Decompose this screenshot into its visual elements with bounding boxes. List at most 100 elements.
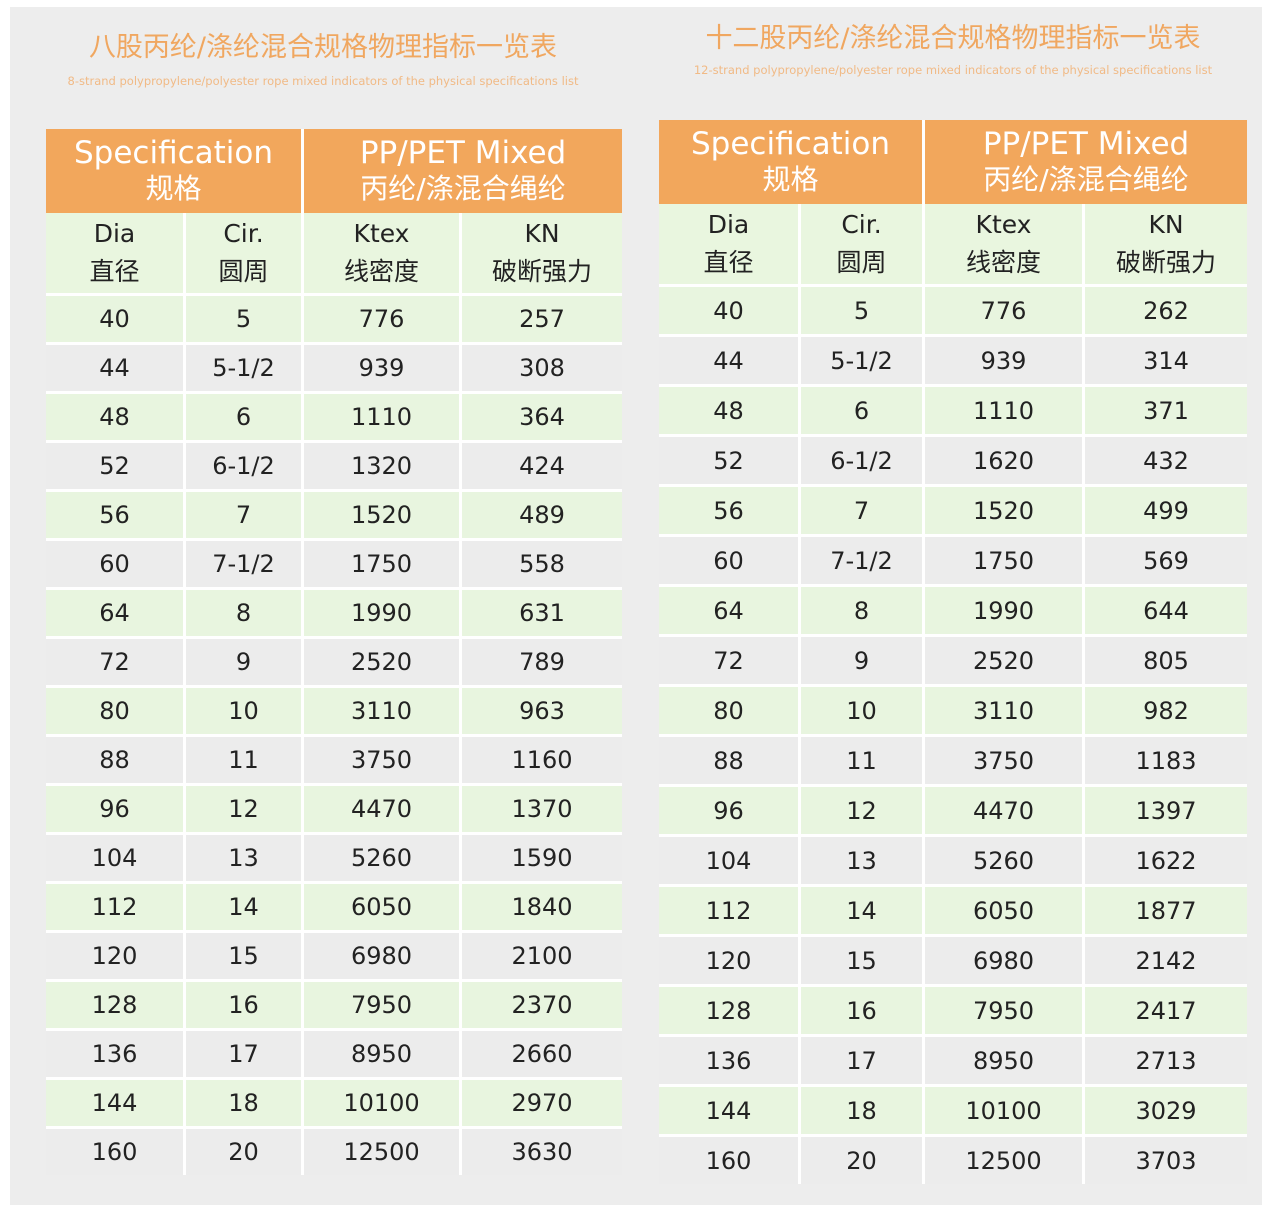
cell-cir: 18 [801, 1084, 926, 1134]
cell-cir: 7 [186, 489, 305, 538]
cell-cir: 13 [801, 834, 926, 884]
header-pp-pet-mixed: PP/PET Mixed 丙纶/涤混合绳纶 [304, 129, 623, 213]
table-row: 48 6 1110 364 [46, 391, 623, 440]
cell-dia: 144 [659, 1084, 801, 1134]
table-row: 136 17 8950 2660 [46, 1028, 623, 1077]
table-row: 80 10 3110 963 [46, 685, 623, 734]
header-row-columns: Dia 直径 Cir. 圆周 Ktex 线密度 KN 破断强力 [659, 204, 1248, 284]
table-row: 40 5 776 257 [46, 293, 623, 342]
column-header-cir: Cir. 圆周 [801, 204, 926, 284]
cell-kn: 3630 [462, 1126, 623, 1175]
cell-kn: 2417 [1085, 984, 1248, 1034]
cell-ktex: 1750 [925, 534, 1086, 584]
table-row: 56 7 1520 499 [659, 484, 1248, 534]
cell-dia: 48 [659, 384, 801, 434]
cell-kn: 631 [462, 587, 623, 636]
table-row: 136 17 8950 2713 [659, 1034, 1248, 1084]
cell-dia: 104 [46, 832, 186, 881]
table-row: 88 11 3750 1183 [659, 734, 1248, 784]
cell-ktex: 8950 [304, 1028, 463, 1077]
table-row: 44 5-1/2 939 314 [659, 334, 1248, 384]
cell-cir: 5 [186, 293, 305, 342]
cell-dia: 56 [659, 484, 801, 534]
cell-kn: 257 [462, 293, 623, 342]
cell-dia: 52 [46, 440, 186, 489]
cell-ktex: 939 [925, 334, 1086, 384]
cell-cir: 6-1/2 [801, 434, 926, 484]
cell-kn: 432 [1085, 434, 1248, 484]
header-row-top: Specification 规格 PP/PET Mixed 丙纶/涤混合绳纶 [46, 129, 623, 213]
cell-dia: 64 [46, 587, 186, 636]
header-pp-pet-mixed: PP/PET Mixed 丙纶/涤混合绳纶 [925, 120, 1248, 204]
cell-kn: 314 [1085, 334, 1248, 384]
cell-cir: 17 [186, 1028, 305, 1077]
cell-dia: 96 [659, 784, 801, 834]
table-row: 112 14 6050 1877 [659, 884, 1248, 934]
cell-kn: 3029 [1085, 1084, 1248, 1134]
table-title-zh: 八股丙纶/涤纶混合规格物理指标一览表 [88, 32, 558, 63]
cell-cir: 16 [801, 984, 926, 1034]
cell-dia: 120 [46, 930, 186, 979]
cell-ktex: 3110 [304, 685, 463, 734]
table-row: 160 20 12500 3630 [46, 1126, 623, 1175]
cell-ktex: 10100 [304, 1077, 463, 1126]
cell-dia: 112 [46, 881, 186, 930]
column-header-ktex: Ktex 线密度 [304, 213, 463, 293]
table-row: 104 13 5260 1622 [659, 834, 1248, 884]
cell-ktex: 8950 [925, 1034, 1086, 1084]
cell-cir: 7 [801, 484, 926, 534]
cell-kn: 2970 [462, 1077, 623, 1126]
cell-kn: 982 [1085, 684, 1248, 734]
cell-dia: 128 [659, 984, 801, 1034]
table-row: 52 6-1/2 1320 424 [46, 440, 623, 489]
cell-kn: 371 [1085, 384, 1248, 434]
cell-kn: 1397 [1085, 784, 1248, 834]
column-header-cir: Cir. 圆周 [186, 213, 305, 293]
cell-ktex: 7950 [925, 984, 1086, 1034]
cell-ktex: 6050 [304, 881, 463, 930]
cell-cir: 14 [186, 881, 305, 930]
cell-ktex: 3110 [925, 684, 1086, 734]
cell-kn: 2142 [1085, 934, 1248, 984]
cell-dia: 96 [46, 783, 186, 832]
spec-table-8-strand: Specification 规格 PP/PET Mixed 丙纶/涤混合绳纶 D… [46, 129, 623, 1175]
cell-cir: 5 [801, 284, 926, 334]
cell-dia: 40 [659, 284, 801, 334]
cell-ktex: 5260 [304, 832, 463, 881]
cell-cir: 20 [186, 1126, 305, 1175]
cell-cir: 20 [801, 1134, 926, 1184]
table-row: 120 15 6980 2100 [46, 930, 623, 979]
table-row: 60 7-1/2 1750 569 [659, 534, 1248, 584]
cell-kn: 2660 [462, 1028, 623, 1077]
cell-ktex: 2520 [925, 634, 1086, 684]
cell-kn: 424 [462, 440, 623, 489]
table-row: 60 7-1/2 1750 558 [46, 538, 623, 587]
cell-ktex: 6050 [925, 884, 1086, 934]
cell-cir: 6 [801, 384, 926, 434]
cell-ktex: 1990 [304, 587, 463, 636]
cell-kn: 1370 [462, 783, 623, 832]
header-row-columns: Dia 直径 Cir. 圆周 Ktex 线密度 KN 破断强力 [46, 213, 623, 293]
cell-dia: 52 [659, 434, 801, 484]
cell-kn: 569 [1085, 534, 1248, 584]
column-header-dia: Dia 直径 [659, 204, 801, 284]
cell-kn: 2713 [1085, 1034, 1248, 1084]
cell-kn: 1877 [1085, 884, 1248, 934]
cell-dia: 60 [46, 538, 186, 587]
table-row: 128 16 7950 2417 [659, 984, 1248, 1034]
cell-cir: 9 [801, 634, 926, 684]
cell-cir: 13 [186, 832, 305, 881]
cell-ktex: 12500 [304, 1126, 463, 1175]
table-row: 72 9 2520 789 [46, 636, 623, 685]
cell-dia: 60 [659, 534, 801, 584]
cell-dia: 120 [659, 934, 801, 984]
cell-ktex: 1750 [304, 538, 463, 587]
header-specification: Specification 规格 [46, 129, 305, 213]
table-row: 144 18 10100 2970 [46, 1077, 623, 1126]
column-header-kn: KN 破断强力 [462, 213, 623, 293]
cell-cir: 5-1/2 [801, 334, 926, 384]
panel-12-strand: 十二股丙纶/涤纶混合规格物理指标一览表 12-strand polypropyl… [653, 22, 1253, 1184]
table-row: 112 14 6050 1840 [46, 881, 623, 930]
cell-ktex: 6980 [304, 930, 463, 979]
cell-dia: 64 [659, 584, 801, 634]
